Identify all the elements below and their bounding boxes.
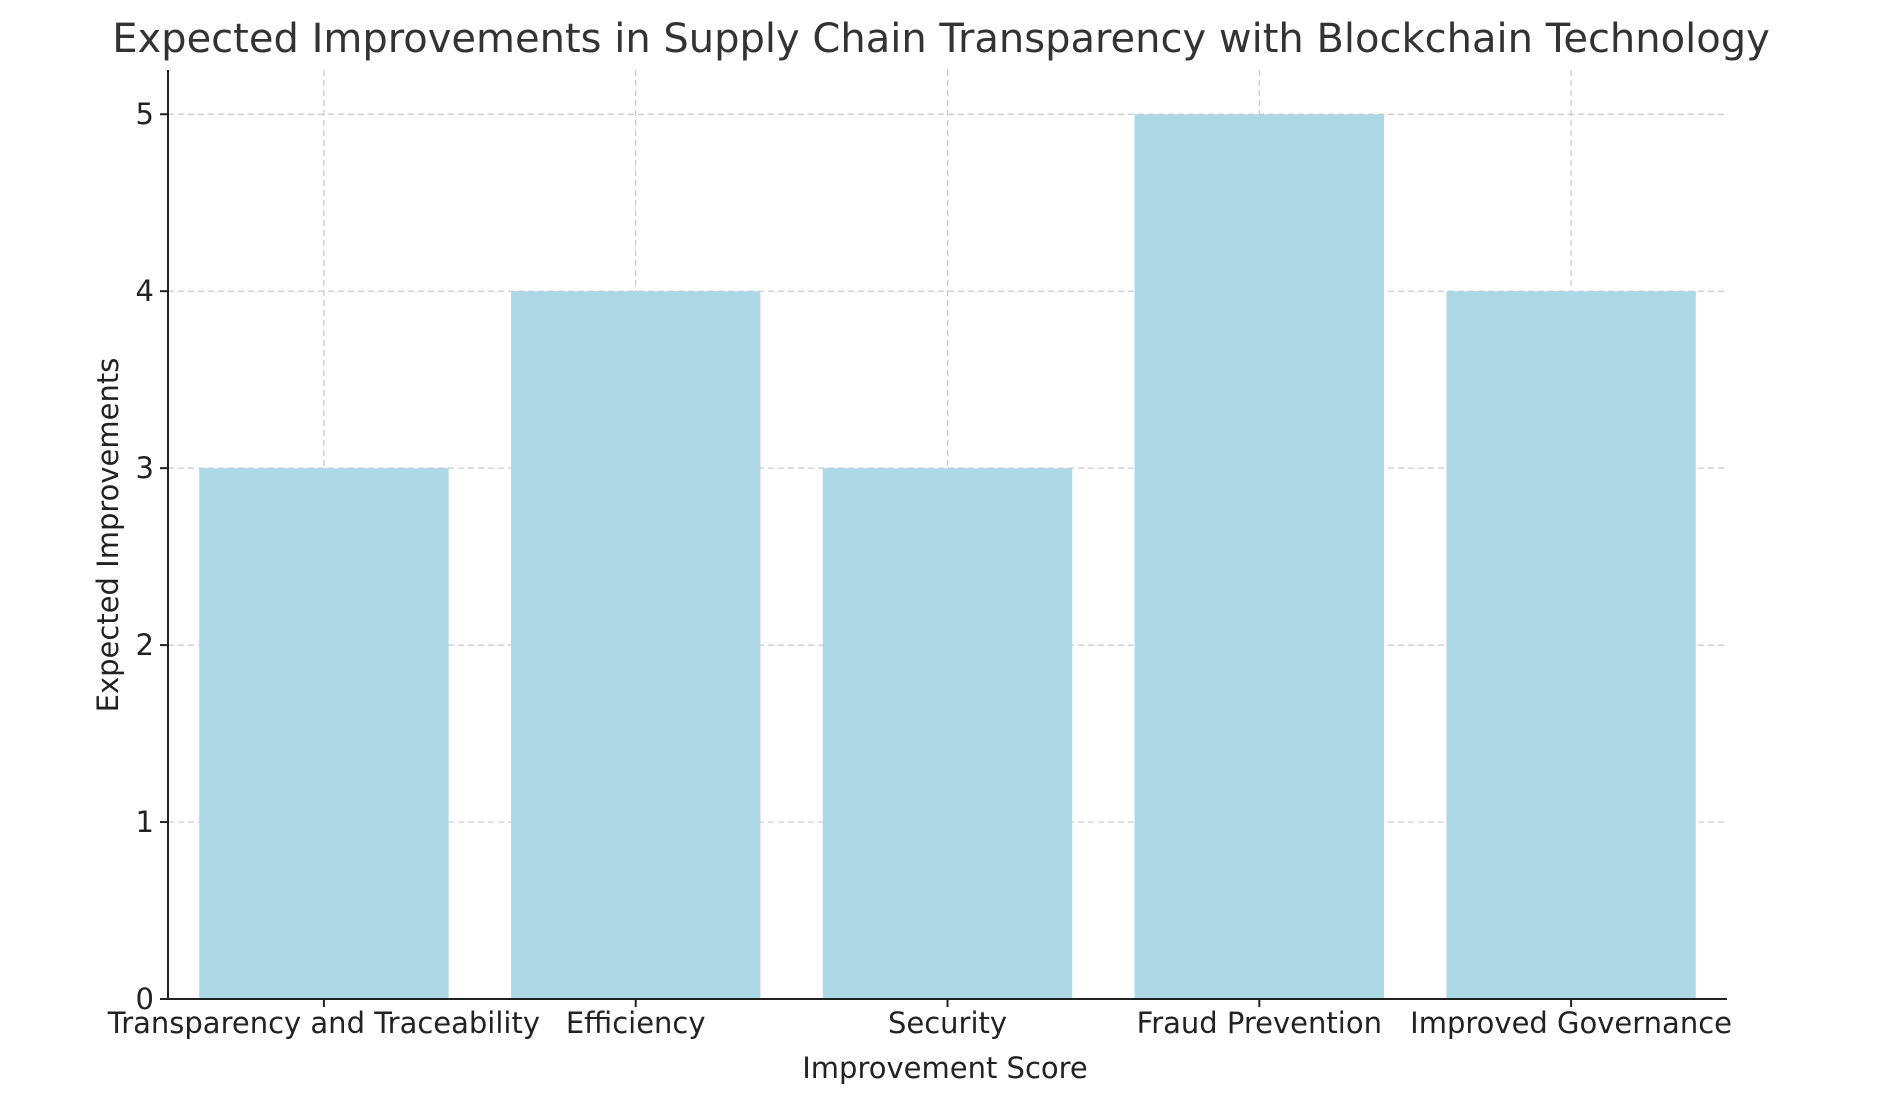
x-tick-label: Improved Governance bbox=[1410, 1006, 1732, 1040]
x-tick-label: Security bbox=[888, 1006, 1007, 1040]
y-tick-label: 1 bbox=[136, 805, 154, 839]
bar bbox=[199, 468, 449, 1000]
x-tick-label: Transparency and Traceability bbox=[107, 1006, 540, 1040]
bar bbox=[1134, 114, 1385, 999]
y-tick-label: 5 bbox=[136, 97, 154, 131]
x-axis-label: Improvement Score bbox=[802, 1051, 1088, 1085]
bar bbox=[822, 468, 1073, 1000]
y-tick-label: 4 bbox=[136, 274, 154, 308]
y-tick-label: 0 bbox=[136, 982, 154, 1016]
ticks: 0 1 2 3 4 5 Transparency and Traceability Effic… bbox=[107, 97, 1732, 1040]
y-axis-label: Expected Improvements bbox=[91, 358, 125, 713]
chart-title: Expected Improvements in Supply Chain Tr… bbox=[112, 16, 1770, 62]
x-tick-label: Fraud Prevention bbox=[1137, 1006, 1382, 1040]
y-tick-label: 2 bbox=[136, 628, 154, 662]
y-tick-label: 3 bbox=[136, 451, 154, 485]
bars bbox=[199, 114, 1696, 1000]
x-tick-label: Efficiency bbox=[566, 1006, 706, 1040]
bar bbox=[1446, 291, 1696, 999]
bar bbox=[510, 291, 761, 999]
